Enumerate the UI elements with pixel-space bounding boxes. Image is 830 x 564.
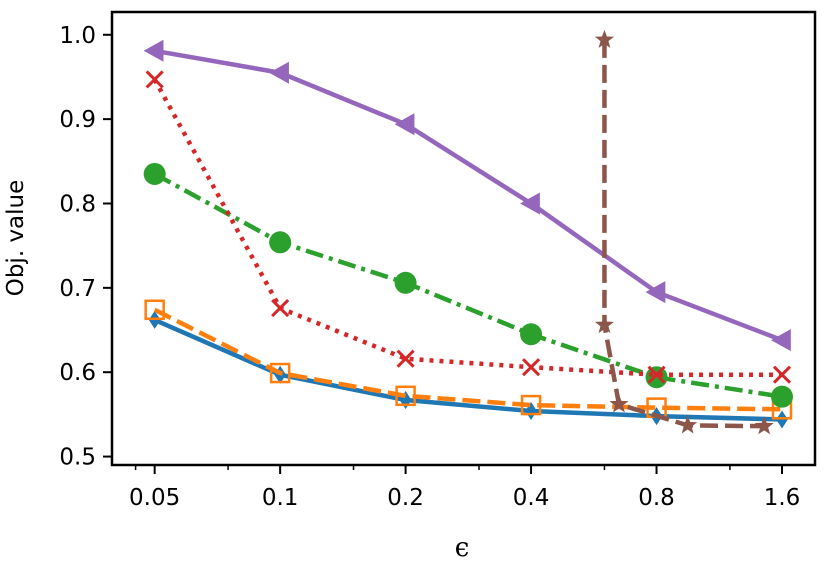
series-line-green — [153, 171, 783, 399]
x-axis: 0.05 0.1 0.2 0.4 0.8 1.6 — [129, 465, 800, 511]
data-point-square — [395, 385, 416, 407]
series-blue — [148, 310, 788, 429]
data-point-x — [647, 365, 666, 384]
series-purple — [143, 39, 791, 352]
series-line-purple — [154, 48, 783, 343]
data-point-x — [772, 365, 792, 384]
data-point-triangle — [520, 192, 540, 215]
series-line-orange — [153, 307, 783, 412]
x-tick-label: 0.2 — [387, 485, 424, 511]
data-point-star — [678, 415, 698, 434]
data-point-star — [754, 416, 774, 435]
series-green — [143, 162, 793, 408]
x-axis-label: ϵ — [455, 533, 470, 563]
data-point-x — [145, 70, 164, 89]
data-point-triangle — [394, 113, 415, 136]
data-point-x — [522, 358, 541, 377]
x-tick-label: 0.05 — [129, 485, 180, 511]
data-point-triangle — [770, 329, 791, 352]
plot-frame — [110, 10, 817, 467]
data-point-star — [594, 29, 614, 48]
x-tick-label: 0.4 — [513, 485, 550, 511]
data-point-triangle — [269, 61, 289, 84]
data-point-circle — [269, 231, 292, 254]
y-axis: 0.5 0.6 0.7 0.8 0.9 1.0 — [59, 23, 112, 471]
data-point-square — [520, 394, 542, 416]
y-tick-label: 0.5 — [59, 445, 96, 471]
series-red — [145, 70, 792, 384]
data-point-x — [396, 349, 415, 368]
series-line-blue — [153, 317, 783, 422]
data-point-circle — [645, 366, 668, 389]
data-point-diamond — [399, 391, 412, 410]
y-tick-label: 0.9 — [59, 107, 96, 133]
series-layer — [143, 29, 793, 435]
series-orange — [144, 299, 793, 420]
x-tick-label: 0.1 — [262, 485, 299, 511]
data-point-square — [144, 299, 165, 321]
y-axis-label: Obj. value — [3, 180, 29, 297]
data-point-circle — [770, 385, 793, 408]
data-point-circle — [143, 162, 166, 185]
data-point-circle — [520, 323, 543, 346]
y-tick-label: 0.8 — [59, 191, 96, 217]
y-tick-label: 0.7 — [59, 276, 96, 302]
series-brown — [594, 29, 774, 435]
data-point-square — [269, 362, 291, 384]
x-tick-label: 1.6 — [764, 485, 801, 511]
data-point-triangle — [645, 281, 666, 304]
y-tick-label: 1.0 — [59, 23, 96, 49]
data-point-star — [609, 394, 629, 413]
y-tick-label: 0.6 — [59, 360, 96, 386]
data-point-star — [594, 314, 614, 334]
data-point-x — [271, 299, 290, 318]
x-tick-label: 0.8 — [638, 485, 675, 511]
data-point-circle — [394, 271, 417, 294]
data-point-triangle — [143, 39, 164, 62]
